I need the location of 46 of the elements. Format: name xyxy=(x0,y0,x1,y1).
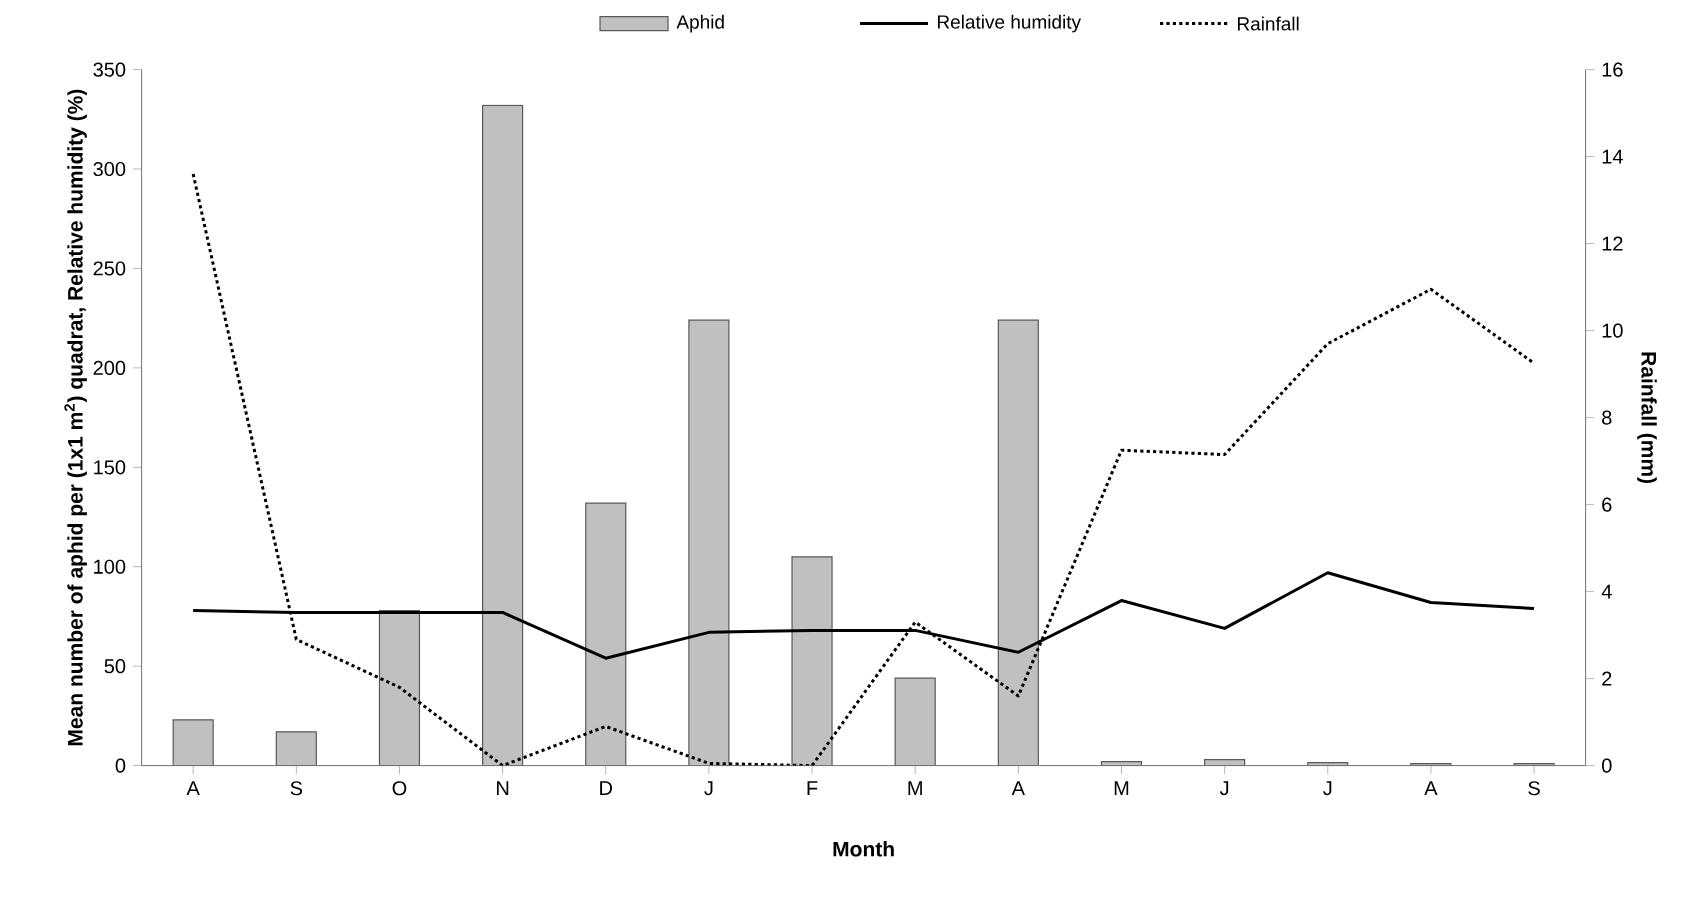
y2-tick-label: 16 xyxy=(1602,62,1623,77)
y-tick-label: 50 xyxy=(104,659,126,674)
bar xyxy=(585,502,627,766)
y2-tick-label: 10 xyxy=(1602,323,1623,338)
y-tick-label: 350 xyxy=(93,62,126,77)
y-tick-label: 150 xyxy=(94,460,126,475)
y-tick-label: 0 xyxy=(115,758,126,773)
y2-tick-label: 14 xyxy=(1602,149,1623,164)
legend-label: Aphid xyxy=(676,14,724,33)
y2-tick-label: 2 xyxy=(1602,671,1612,686)
x-axis-title: Month xyxy=(833,841,894,857)
x-tick-label: O xyxy=(392,781,407,796)
y2-tick-label: 0 xyxy=(1602,758,1612,773)
x-tick-label: N xyxy=(497,781,509,795)
x-tick-label: J xyxy=(1219,781,1229,796)
x-tick-label: A xyxy=(186,781,200,795)
x-tick-label: J xyxy=(704,781,713,796)
bar xyxy=(275,731,317,766)
x-tick-label: S xyxy=(290,781,303,796)
y-tick-label: 100 xyxy=(94,559,126,574)
y2-axis-title: Rainfall (mm) xyxy=(1637,352,1657,484)
y2-tick-label: 4 xyxy=(1601,584,1612,599)
y2-tick-label: 12 xyxy=(1602,236,1623,251)
y-tick-label: 200 xyxy=(93,360,126,375)
legend-label: Rainfall xyxy=(1237,16,1299,31)
x-tick-label: A xyxy=(1424,781,1438,795)
x-tick-label: M xyxy=(908,781,922,795)
legend-label: Relative humidity xyxy=(937,14,1082,33)
bar xyxy=(688,319,730,766)
x-tick-label: F xyxy=(807,781,818,795)
y2-tick-label: 6 xyxy=(1602,497,1612,512)
bar xyxy=(482,104,524,766)
bar xyxy=(894,677,936,766)
y2-tick-label: 8 xyxy=(1602,410,1612,425)
bar xyxy=(997,319,1039,766)
line-series xyxy=(191,172,1536,766)
y-tick-label: 300 xyxy=(93,161,126,177)
y-axis-title: Mean number of aphid per (1x1 m$^{2}$) quadrat, Relative humidity (%) xyxy=(64,89,87,746)
x-tick-label: S xyxy=(1528,781,1540,796)
x-tick-label: A xyxy=(1011,781,1025,795)
y-tick-label: 250 xyxy=(93,261,126,276)
x-tick-label: D xyxy=(600,781,613,795)
x-tick-label: M xyxy=(1114,781,1129,795)
bar xyxy=(791,556,833,766)
x-tick-label: J xyxy=(1323,781,1332,796)
bar xyxy=(172,719,214,766)
